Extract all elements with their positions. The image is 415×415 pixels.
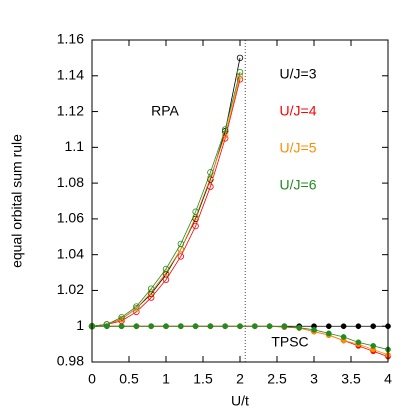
data-point	[192, 222, 199, 230]
x-tick-label: 4	[384, 371, 392, 387]
x-tick-label: 3	[310, 371, 318, 387]
data-point	[355, 339, 362, 346]
data-point	[192, 323, 199, 330]
data-point	[236, 68, 244, 76]
x-tick-label: 1	[162, 371, 170, 387]
data-point	[162, 265, 170, 273]
data-point	[221, 126, 229, 133]
data-point	[355, 323, 362, 330]
y-tick-label: 1.08	[57, 174, 84, 190]
x-tick-label: 0.5	[119, 371, 139, 387]
data-point	[370, 323, 377, 330]
legend-label: U/J=3	[280, 66, 317, 82]
series-line	[91, 57, 241, 327]
y-tick-label: 0.98	[57, 353, 84, 369]
y-tick-label: 1.02	[57, 281, 84, 297]
y-tick-label: 1.06	[57, 210, 84, 226]
y-tick-label: 1.14	[57, 66, 84, 82]
data-point	[162, 276, 170, 283]
y-tick-label: 1.04	[57, 245, 84, 261]
data-point	[192, 208, 199, 215]
y-tick-label: 1	[76, 317, 84, 333]
legend-label: U/J=6	[280, 177, 317, 193]
data-point	[103, 323, 110, 330]
x-axis-label: U/t	[231, 393, 249, 409]
data-point	[207, 183, 214, 190]
data-point	[325, 330, 332, 337]
data-point	[281, 323, 288, 330]
x-tick-label: 1.5	[193, 371, 213, 387]
y-axis-label: equal orbital sum rule	[9, 134, 25, 268]
data-point	[133, 323, 140, 330]
data-point	[266, 323, 273, 330]
data-point	[296, 324, 303, 331]
y-tick-label: 1.16	[57, 31, 84, 47]
data-point	[177, 323, 184, 330]
group-label: TPSC	[271, 334, 308, 350]
data-point	[148, 323, 155, 330]
data-point	[370, 343, 377, 349]
data-point	[207, 323, 214, 330]
data-point	[163, 323, 169, 330]
x-tick-label: 2	[236, 371, 244, 387]
data-point	[222, 323, 229, 330]
data-point	[133, 303, 140, 310]
data-point	[118, 323, 125, 330]
data-point	[251, 323, 258, 330]
plot-frame	[91, 39, 389, 363]
data-point	[236, 54, 244, 62]
group-label: RPA	[151, 103, 179, 119]
x-tick-label: 3.5	[341, 371, 361, 387]
data-point	[340, 323, 347, 330]
legend-label: U/J=5	[280, 140, 317, 156]
data-point	[325, 323, 332, 330]
data-point	[177, 240, 184, 248]
y-tick-label: 1.1	[65, 138, 85, 154]
data-point	[311, 326, 317, 333]
legend-label: U/J=4	[280, 103, 317, 119]
data-point	[207, 169, 214, 176]
series-line	[91, 72, 241, 327]
data-point	[237, 323, 243, 330]
data-point	[340, 334, 347, 340]
x-tick-label: 0	[88, 371, 96, 387]
data-point	[147, 285, 155, 292]
x-tick-label: 2.5	[267, 371, 287, 387]
data-point	[177, 253, 184, 260]
series-line	[91, 75, 241, 327]
series-line	[91, 79, 241, 327]
data-point	[118, 314, 125, 321]
y-tick-label: 1.12	[57, 102, 84, 118]
